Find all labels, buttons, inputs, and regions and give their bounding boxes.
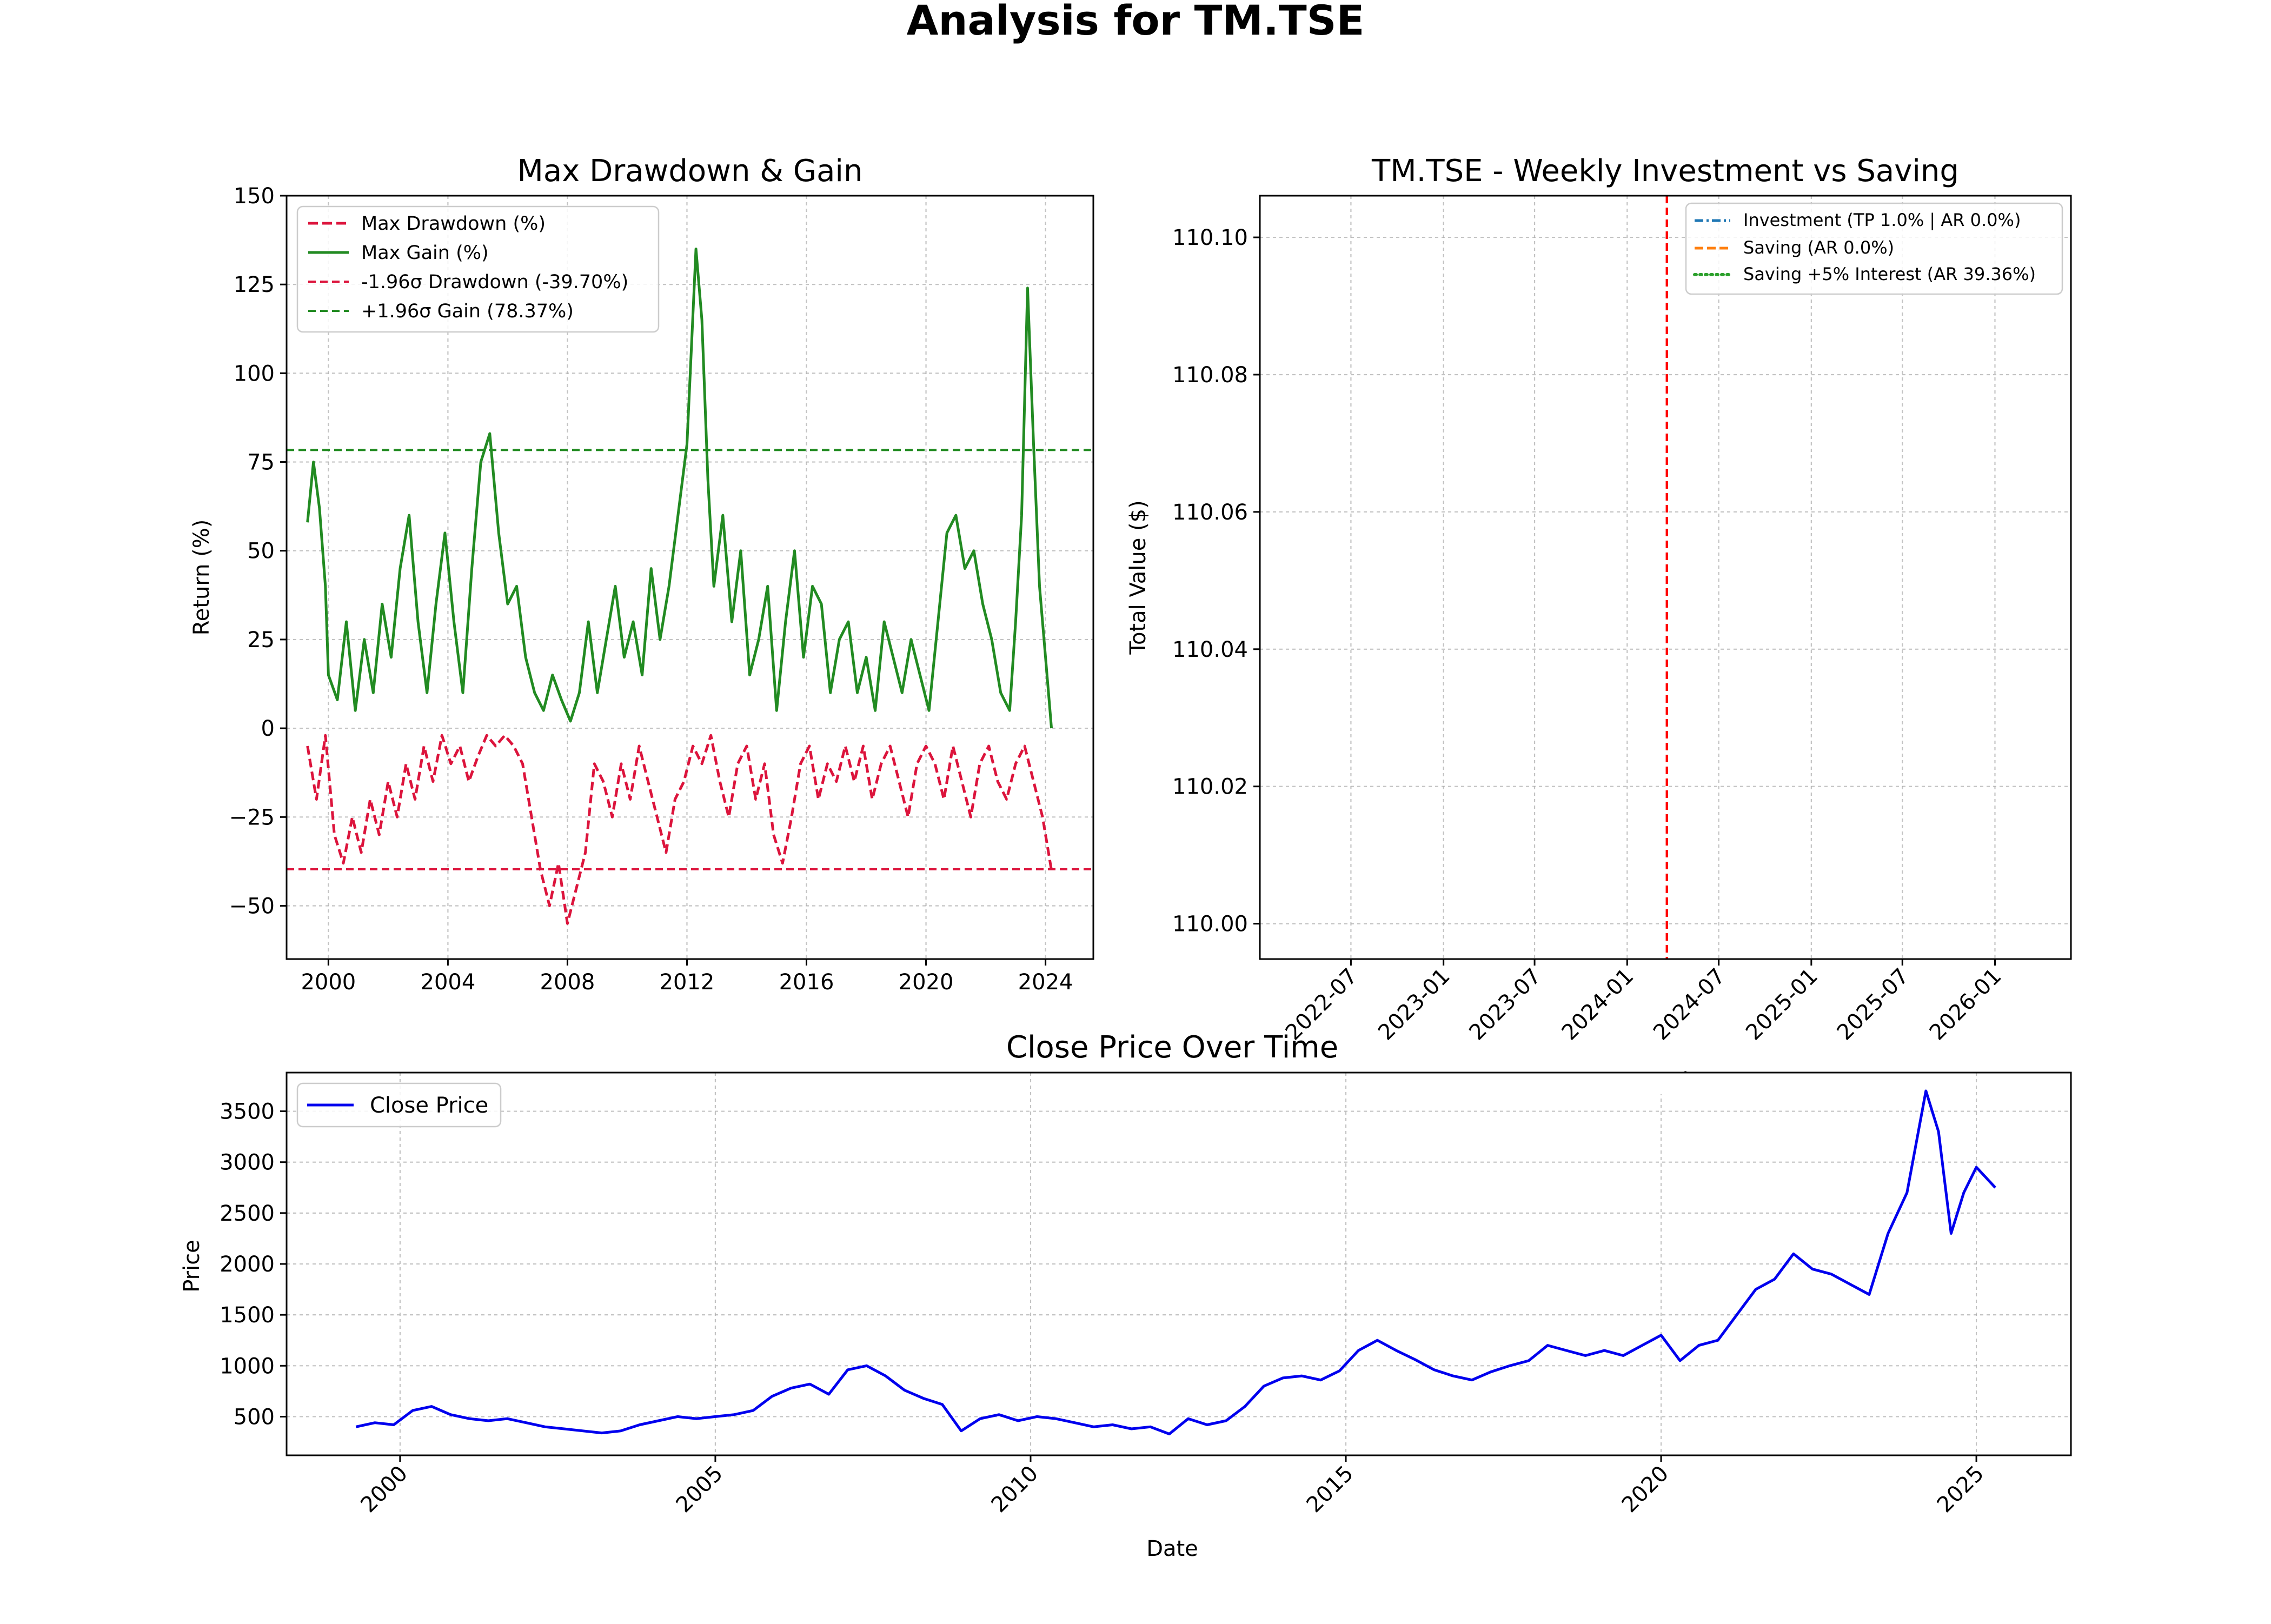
close-y-tick-label: 2000: [220, 1252, 275, 1277]
drawdown-y-tick-label: −25: [229, 805, 275, 830]
legend-label-close-price: Close Price: [370, 1093, 488, 1118]
close-y-axis-label: Price: [180, 1240, 204, 1293]
drawdown-y-tick-label: 50: [247, 539, 275, 564]
close-x-tick-label: 2015: [1302, 1461, 1359, 1518]
close-legend-box: [296, 1082, 502, 1128]
close-y-tick-label: 1500: [220, 1303, 275, 1328]
drawdown-series: [306, 248, 1053, 925]
investment-chart-title: TM.TSE - Weekly Investment vs Saving: [1371, 154, 1959, 189]
drawdown-x-tick-label: 2020: [899, 970, 954, 995]
investment-x-tick-label: 2023-01: [1373, 964, 1455, 1046]
close-y-tick-label: 3500: [220, 1100, 275, 1124]
drawdown-axes-frame: [285, 195, 1094, 960]
close-x-tick-label: 2010: [987, 1461, 1044, 1518]
investment-y-tick-label: 110.04: [1172, 637, 1248, 662]
investment-x-ticks: 2022-07 2023-01 2023-07 2024-01 2024-07 2025-…: [1281, 959, 2007, 1045]
drawdown-gain-chart: 2000 2004 2008 2012 2016 2020 2024 −50 −25 0 25 50…: [189, 154, 1094, 995]
drawdown-legend: Max Drawdown (%) Max Gain (%) -1.96σ Dra…: [296, 205, 660, 333]
investment-x-tick-label: 2024-01: [1557, 964, 1639, 1046]
investment-plot-area: [1260, 196, 2071, 959]
drawdown-y-tick-label: 0: [261, 716, 275, 741]
drawdown-y-tick-label: −50: [229, 894, 275, 919]
investment-y-axis-label: Total Value ($): [1126, 500, 1151, 655]
close-price-line: [355, 1089, 1996, 1435]
investment-gridlines: [1260, 196, 2071, 959]
legend-label-saving: Saving (AR 0.0%): [1743, 237, 1894, 258]
drawdown-y-tick-label: 25: [247, 628, 275, 653]
drawdown-y-tick-label: 100: [234, 361, 275, 386]
investment-x-tick-label: 2025-01: [1741, 964, 1823, 1046]
max-gain-line: [306, 248, 1053, 729]
drawdown-x-tick-label: 2008: [540, 970, 595, 995]
drawdown-y-axis-label: Return (%): [189, 520, 214, 636]
legend-label-saving-interest: Saving +5% Interest (AR 39.36%): [1743, 264, 2036, 284]
investment-y-tick-label: 110.08: [1172, 363, 1248, 388]
drawdown-x-tick-label: 2016: [779, 970, 834, 995]
legend-label-drawdown-threshold: -1.96σ Drawdown (-39.70%): [361, 271, 628, 293]
drawdown-x-tick-label: 2004: [421, 970, 476, 995]
investment-legend: Investment (TP 1.0% | AR 0.0%) Saving (A…: [1685, 202, 2063, 295]
close-x-tick-label: 2020: [1617, 1461, 1674, 1518]
drawdown-threshold-lines: [287, 449, 1093, 870]
investment-axes-frame: [1259, 195, 2072, 960]
close-y-ticks: 500 1000 1500 2000 2500 3000 3500: [220, 1100, 287, 1429]
investment-x-tick-label: 2024-07: [1649, 964, 1730, 1046]
legend-label-max-drawdown: Max Drawdown (%): [361, 213, 546, 235]
drawdown-x-tick-label: 2024: [1018, 970, 1073, 995]
investment-y-tick-label: 110.02: [1172, 775, 1248, 800]
drawdown-y-tick-label: 125: [234, 272, 275, 297]
close-x-tick-label: 2025: [1933, 1461, 1989, 1518]
close-y-tick-label: 3000: [220, 1150, 275, 1175]
close-x-ticks: 2000 2005 2010 2015 2020 2025: [356, 1455, 1989, 1517]
investment-y-ticks: 110.00 110.02 110.04 110.06 110.08 110.10: [1172, 225, 1260, 937]
drawdown-y-tick-label: 150: [234, 184, 275, 209]
investment-x-label-cover: [1601, 1073, 1730, 1094]
legend-label-gain-threshold: +1.96σ Gain (78.37%): [361, 301, 574, 322]
close-chart-title: Close Price Over Time: [1006, 1030, 1338, 1065]
investment-x-tick-label: 2026-01: [1925, 964, 2007, 1046]
close-x-axis-label: Date: [1146, 1536, 1198, 1561]
investment-legend-box: [1685, 202, 2063, 295]
drawdown-x-tick-label: 2012: [660, 970, 715, 995]
investment-y-tick-label: 110.00: [1172, 912, 1248, 937]
drawdown-y-tick-label: 75: [247, 450, 275, 475]
investment-x-tick-label: 2025-07: [1832, 964, 1914, 1046]
close-price-chart: 2000 2005 2010 2015 2020 2025 500 1000 1500 2000…: [180, 1030, 2072, 1561]
close-x-tick-label: 2000: [356, 1461, 413, 1518]
legend-label-max-gain: Max Gain (%): [361, 242, 489, 264]
drawdown-x-ticks: 2000 2004 2008 2012 2016 2020 2024: [301, 959, 1073, 995]
investment-y-tick-label: 110.06: [1172, 500, 1248, 525]
close-series: [355, 1089, 1996, 1435]
close-y-tick-label: 1000: [220, 1354, 275, 1379]
close-gridlines: [287, 1073, 2071, 1455]
figure-title: Analysis for TM.TSE: [907, 0, 1365, 44]
investment-x-tick-label: 2023-07: [1464, 964, 1546, 1046]
close-x-tick-label: 2005: [671, 1461, 728, 1518]
close-y-tick-label: 2500: [220, 1201, 275, 1226]
close-y-tick-label: 500: [234, 1405, 275, 1429]
max-drawdown-line: [306, 734, 1053, 925]
drawdown-legend-box: [296, 205, 660, 333]
close-legend: Close Price: [296, 1082, 502, 1128]
legend-label-investment: Investment (TP 1.0% | AR 0.0%): [1743, 210, 2021, 230]
drawdown-y-ticks: −50 −25 0 25 50 75 100 125 150: [229, 184, 287, 919]
drawdown-x-tick-label: 2000: [301, 970, 356, 995]
investment-y-tick-label: 110.10: [1172, 225, 1248, 250]
drawdown-gridlines: [287, 195, 1093, 959]
investment-saving-chart: 2022-07 2023-01 2023-07 2024-01 2024-07 2025-…: [1126, 154, 2072, 1045]
investment-x-axis-label-wrap: Week: [1601, 1068, 1730, 1094]
drawdown-chart-title: Max Drawdown & Gain: [517, 154, 863, 189]
